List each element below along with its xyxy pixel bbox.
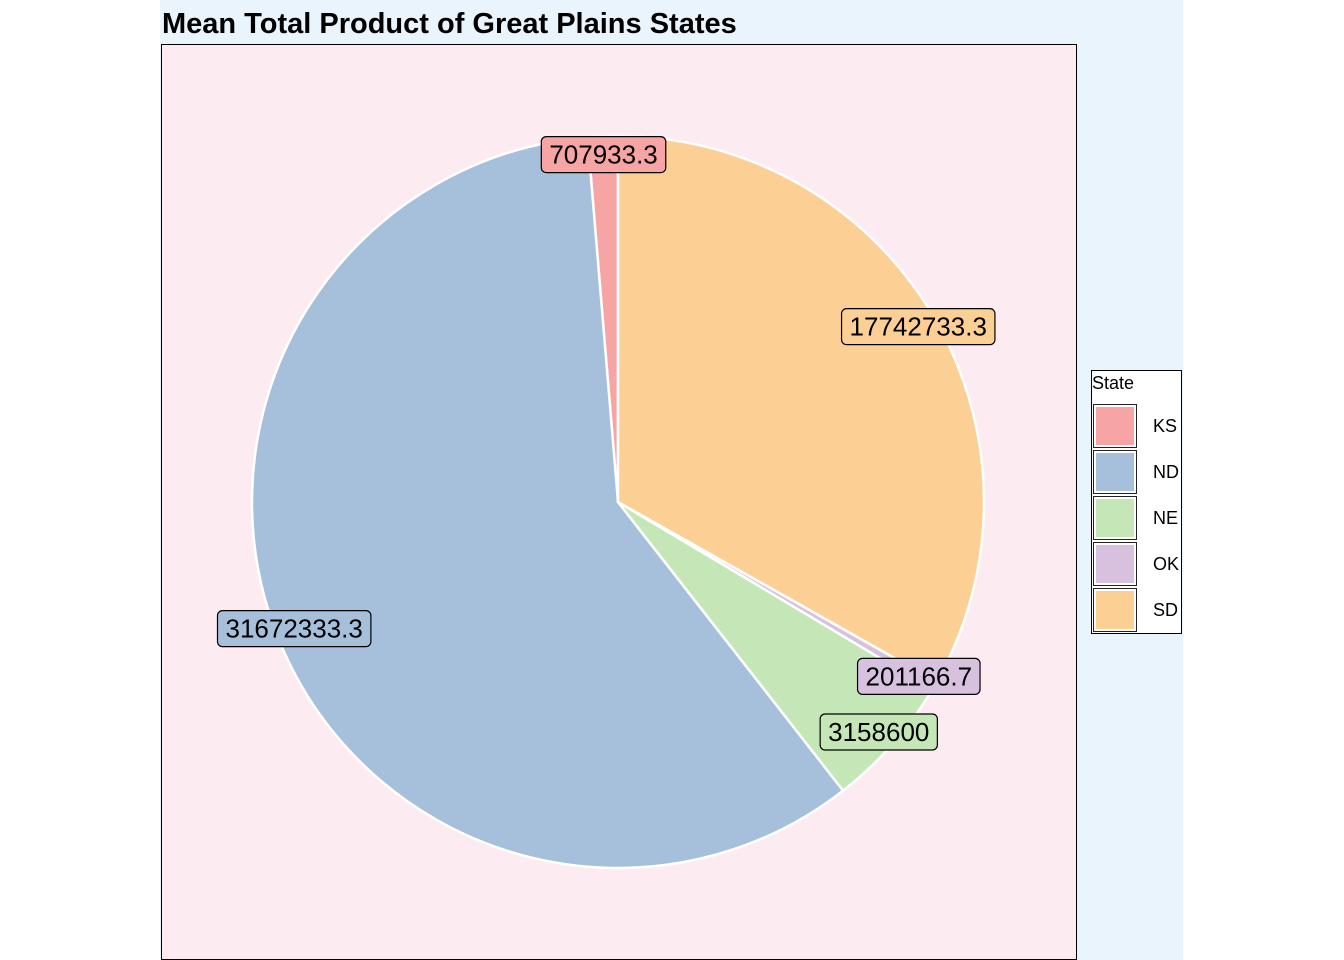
legend-title: State (1092, 373, 1135, 393)
legend-item-sd: SD (1093, 588, 1181, 634)
legend-label: KS (1153, 416, 1178, 436)
slice-label-box (216, 610, 372, 648)
slice-label-ks: 707933.3 (540, 136, 667, 174)
slice-label-sd: 17742733.3 (840, 308, 996, 346)
legend-swatch (1093, 496, 1137, 540)
legend-item-ks: KS (1093, 404, 1181, 450)
slice-label-ok: 201166.7 (856, 657, 981, 696)
legend-swatch (1093, 450, 1137, 494)
legend-label: SD (1153, 600, 1179, 620)
slice-label-text: 201166.7 (866, 661, 973, 691)
slice-label-box (540, 136, 667, 174)
legend-swatch (1093, 404, 1137, 448)
slice-label-ne: 3158600 (819, 713, 938, 751)
slice-label-text: 707933.3 (549, 140, 657, 170)
legend-item-ne: NE (1093, 496, 1181, 542)
legend: State KS ND NE OK SD (1091, 370, 1182, 634)
legend-label: ND (1153, 462, 1179, 482)
slice-label-nd: 31672333.3 (216, 610, 372, 648)
legend-label: OK (1153, 554, 1180, 574)
chart-title: Mean Total Product of Great Plains State… (162, 8, 737, 40)
slice-label-text: 3158600 (828, 717, 929, 747)
slice-label-box (856, 657, 981, 696)
slice-label-box (819, 713, 938, 751)
legend-swatch (1093, 588, 1137, 632)
slice-label-box (840, 308, 996, 346)
legend-swatch (1093, 542, 1137, 586)
slice-label-text: 17742733.3 (850, 312, 987, 342)
legend-item-nd: ND (1093, 450, 1181, 496)
legend-label: NE (1153, 508, 1179, 528)
legend-item-ok: OK (1093, 542, 1181, 588)
slice-label-text: 31672333.3 (225, 614, 362, 644)
